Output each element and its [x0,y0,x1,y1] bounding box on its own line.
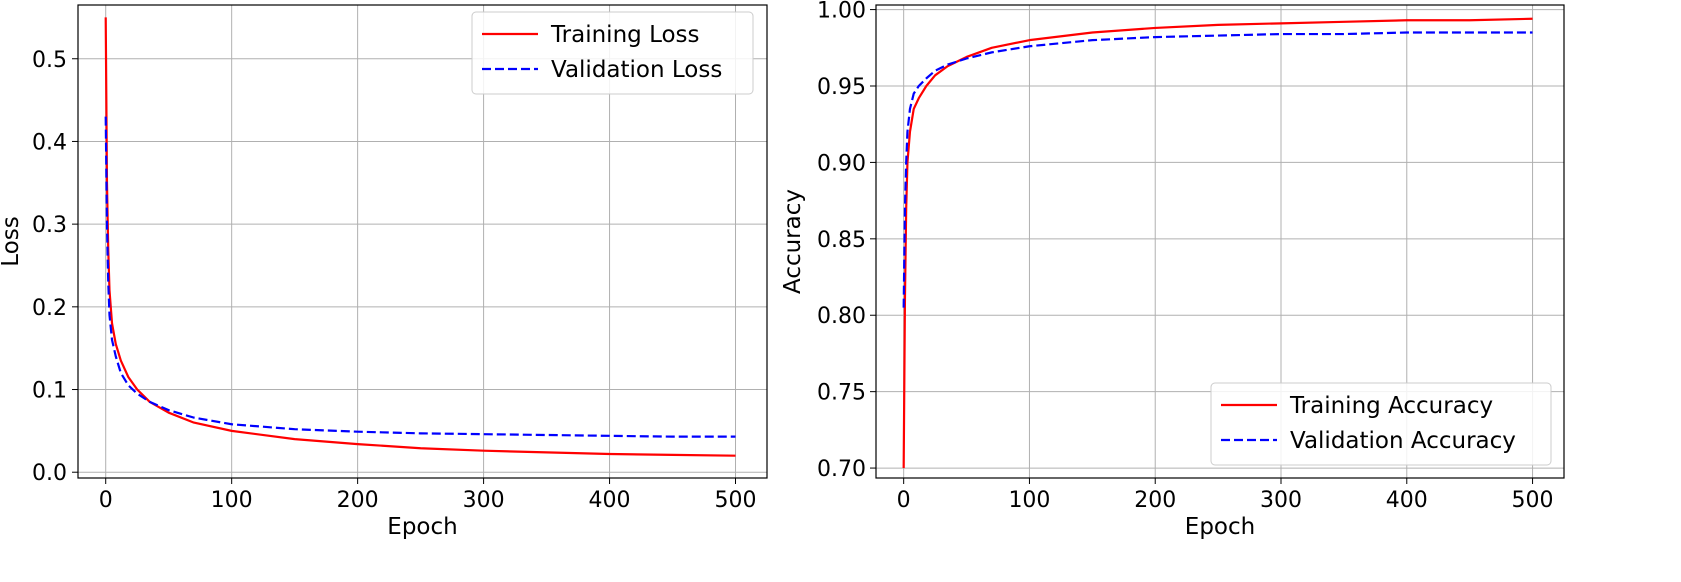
plot-frame [875,4,1565,479]
y-tick-label: 0.5 [32,48,67,73]
x-tick-label: 300 [463,488,505,513]
x-tick-label: 400 [589,488,631,513]
y-tick-label: 0.4 [32,130,67,155]
legend-label: Validation Accuracy [1290,428,1516,454]
x-tick-label: 100 [211,488,253,513]
x-tick-label: 0 [99,488,113,513]
legend-box [1210,382,1552,466]
y-tick-label: 0.70 [817,457,866,482]
x-tick-label: 400 [1386,488,1428,513]
loss-chart: 0 100 200 300 400 500 0.0 0.1 0.2 0.3 0.4 0.5 Epoch L… [0,4,768,540]
y-tick-label: 0.3 [32,213,67,238]
x-tick-label: 200 [337,488,379,513]
series-line-validation-accuracy [902,31,1533,308]
y-tick-label: 0.1 [32,379,67,404]
y-tick-label: 0.75 [817,381,866,406]
x-axis-label: Epoch [387,514,457,540]
y-tick-label: 0.80 [817,304,866,329]
x-tick-label: 500 [1512,488,1554,513]
legend-box [471,11,754,95]
legend-label: Training Accuracy [1289,393,1493,419]
legend-label: Validation Loss [551,57,722,83]
y-tick-label: 1.00 [817,0,866,24]
series-line-validation-loss [104,116,736,438]
legend-label: Training Loss [550,22,700,48]
y-tick-label: 0.90 [817,151,866,176]
accuracy-chart: 0 100 200 300 400 500 0.70 0.75 0.80 0.85 0.90 0.95… [780,0,1565,540]
x-tick-label: 0 [897,488,911,513]
y-axis-label: Accuracy [780,189,806,294]
y-tick-label: 0.95 [817,75,866,100]
x-axis-label: Epoch [1185,514,1255,540]
series-line-training-accuracy [902,17,1533,469]
y-tick-label: 0.85 [817,228,866,253]
y-tick-label: 0.0 [32,461,67,486]
series-line-training-loss [104,17,736,457]
x-tick-label: 100 [1008,488,1050,513]
x-tick-label: 300 [1260,488,1302,513]
y-axis-label: Loss [0,216,24,266]
y-tick-label: 0.2 [32,296,67,321]
x-tick-label: 200 [1134,488,1176,513]
x-tick-label: 500 [715,488,757,513]
plot-frame [77,4,768,479]
